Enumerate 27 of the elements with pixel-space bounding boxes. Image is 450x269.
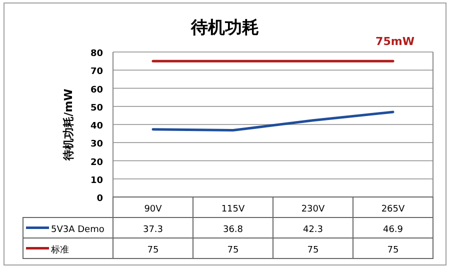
data-label: 75 bbox=[147, 245, 159, 256]
x-tick-label: 90V bbox=[144, 204, 163, 214]
y-tick-label: 80 bbox=[90, 49, 103, 59]
legend-label: 标准 bbox=[50, 244, 69, 256]
chart-title: 待机功耗 bbox=[190, 18, 259, 38]
y-tick-label: 60 bbox=[90, 85, 103, 96]
y-tick-label: 10 bbox=[90, 176, 103, 186]
data-label: 75 bbox=[307, 245, 319, 256]
y-tick-label: 70 bbox=[90, 67, 103, 78]
x-tick-label: 115V bbox=[221, 204, 246, 214]
text: 75mW bbox=[376, 35, 414, 48]
y-tick-label: 20 bbox=[90, 158, 103, 168]
y-tick-label: 50 bbox=[90, 103, 103, 114]
data-label: 75 bbox=[387, 245, 399, 256]
data-label: 75 bbox=[227, 245, 239, 256]
legend-label: 5V3A Demo bbox=[51, 224, 105, 235]
x-tick-label: 230V bbox=[301, 204, 326, 214]
y-tick-label: 30 bbox=[90, 140, 103, 150]
data-label: 42.3 bbox=[302, 224, 324, 235]
y-axis-title: 待机功耗/mW bbox=[62, 88, 75, 162]
data-label: 36.8 bbox=[222, 224, 244, 235]
y-tick-label: 40 bbox=[90, 122, 103, 132]
y-tick-label: 0 bbox=[96, 194, 103, 204]
data-label: 46.9 bbox=[382, 224, 404, 235]
x-tick-label: 265V bbox=[381, 204, 406, 214]
line-series bbox=[152, 110, 394, 132]
data-label: 37.3 bbox=[142, 224, 164, 235]
